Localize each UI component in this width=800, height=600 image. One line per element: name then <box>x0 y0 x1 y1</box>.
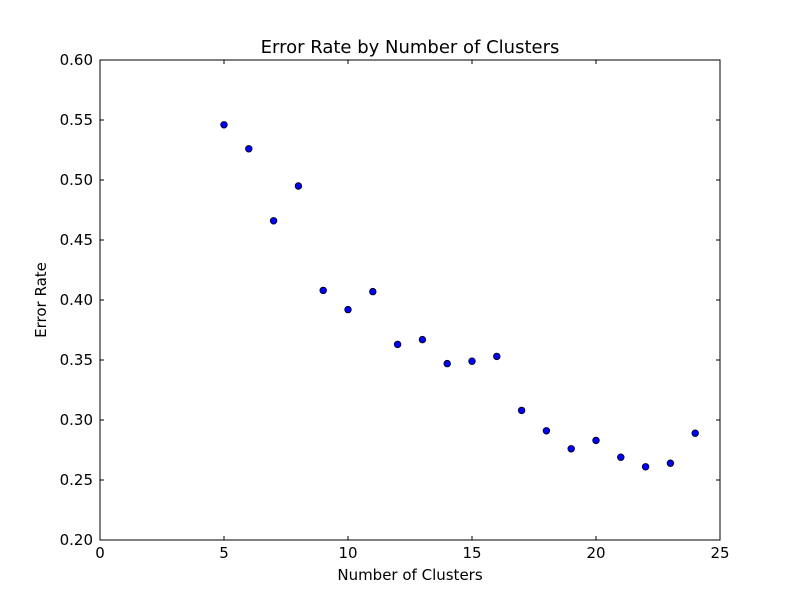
data-point-10 <box>443 359 451 368</box>
chart-title: Error Rate by Number of Clusters <box>261 37 560 58</box>
y-tick-label-7: 0.55 <box>60 111 93 129</box>
y-tick-label-2: 0.30 <box>60 411 93 429</box>
data-point-12 <box>493 352 501 361</box>
data-point-16 <box>592 436 600 445</box>
axis-ticks: 0 5 10 15 20 25 0.20 0.25 0.30 0.35 0.40 0.45 0.50 0.… <box>60 51 730 562</box>
y-tick-label-6: 0.50 <box>60 171 93 189</box>
data-point-19 <box>666 459 675 467</box>
plot-area-frame <box>99 59 721 541</box>
y-tick-label-8: 0.60 <box>60 51 93 69</box>
x-tick-label-1: 5 <box>219 544 229 562</box>
data-point-18 <box>641 463 650 471</box>
data-point-13 <box>517 406 526 415</box>
x-tick-label-4: 20 <box>586 544 605 562</box>
y-tick-label-4: 0.40 <box>60 291 93 309</box>
y-tick-label-5: 0.45 <box>60 231 93 249</box>
x-axis-label: Number of Clusters <box>337 566 482 584</box>
data-point-1 <box>220 121 228 129</box>
scatter-points <box>220 121 699 471</box>
data-point-11 <box>468 357 476 365</box>
x-tick-label-3: 15 <box>462 544 481 562</box>
data-point-17 <box>617 453 625 461</box>
y-axis-label: Error Rate <box>32 262 50 338</box>
data-point-4 <box>294 182 303 190</box>
x-tick-label-2: 10 <box>338 544 357 562</box>
y-tick-label-3: 0.35 <box>60 351 93 369</box>
y-tick-label-0: 0.20 <box>60 531 93 549</box>
data-point-20 <box>691 429 699 437</box>
data-point-9 <box>418 335 427 344</box>
data-point-2 <box>245 145 253 153</box>
data-point-3 <box>269 217 278 225</box>
data-point-14 <box>542 427 551 435</box>
x-tick-label-0: 0 <box>95 544 105 562</box>
data-point-15 <box>567 445 575 453</box>
x-tick-label-5: 25 <box>710 544 729 562</box>
data-point-6 <box>344 305 352 314</box>
data-point-7 <box>369 287 377 296</box>
data-point-8 <box>393 340 402 349</box>
data-point-5 <box>319 286 327 295</box>
y-tick-label-1: 0.25 <box>60 471 93 489</box>
